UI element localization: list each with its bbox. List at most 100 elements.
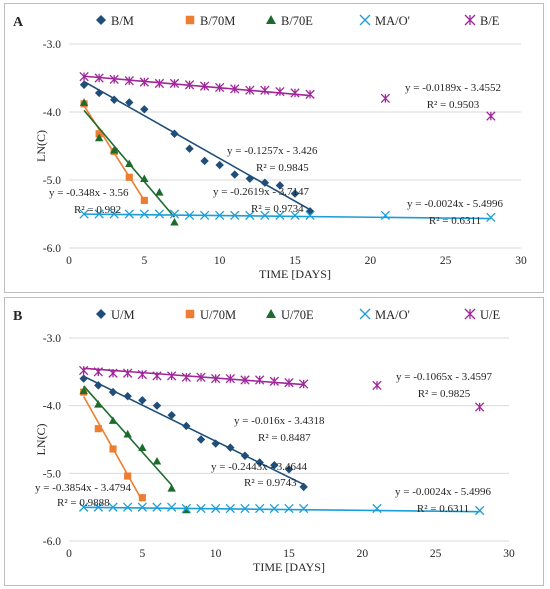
data-point xyxy=(167,410,176,420)
data-point xyxy=(93,367,103,377)
data-point xyxy=(275,86,285,97)
data-point xyxy=(255,375,265,385)
data-point xyxy=(152,371,162,381)
data-point xyxy=(275,210,285,221)
y-axis-title: LN(C) xyxy=(34,130,48,162)
legend-label: B/70E xyxy=(281,14,313,28)
legend-marker-diamond xyxy=(96,309,106,319)
trend-equation: y = -0.016x - 3.4318 xyxy=(234,415,325,427)
data-point xyxy=(200,156,209,166)
y-tick-label: -3.0 xyxy=(43,333,61,345)
y-axis-title: LN(C) xyxy=(34,424,48,456)
trendline xyxy=(83,75,311,97)
legend-marker-triangle xyxy=(266,15,276,24)
x-tick-label: 5 xyxy=(141,255,147,267)
data-point xyxy=(155,188,164,196)
data-point xyxy=(79,71,89,82)
legend-marker-square xyxy=(185,15,195,25)
data-point xyxy=(211,439,220,448)
data-point xyxy=(185,144,194,153)
data-point xyxy=(380,93,391,104)
x-tick-label: 15 xyxy=(289,255,301,267)
data-point xyxy=(152,502,162,512)
legend-label: MA/O' xyxy=(375,308,410,322)
data-point xyxy=(123,391,132,401)
x-axis-title: TIME [DAYS] xyxy=(253,560,325,574)
data-point xyxy=(154,209,165,219)
data-point xyxy=(211,503,221,514)
data-point xyxy=(305,89,315,99)
data-point xyxy=(240,503,250,514)
x-tick-label: 10 xyxy=(214,255,226,267)
data-point xyxy=(260,178,270,187)
data-point xyxy=(140,196,148,204)
data-point xyxy=(184,210,195,221)
data-point xyxy=(140,105,149,114)
data-point xyxy=(215,82,225,93)
data-point xyxy=(372,503,382,514)
data-point xyxy=(94,133,104,142)
data-point xyxy=(230,84,240,94)
series-MA/O' xyxy=(79,209,496,223)
data-point xyxy=(486,111,496,121)
legend-marker-star xyxy=(464,308,476,320)
trend-r-squared: R² = 0.9503 xyxy=(427,99,480,111)
data-point xyxy=(154,78,165,89)
x-tick-label: 30 xyxy=(503,548,515,560)
data-point xyxy=(123,429,132,438)
data-point xyxy=(94,425,102,433)
data-point xyxy=(110,145,119,154)
data-point xyxy=(181,503,191,514)
trend-equation: y = -0.1065x - 3.4597 xyxy=(396,371,493,383)
data-point xyxy=(225,373,235,384)
data-point xyxy=(109,74,119,85)
chart-panel-a: A -3.0 -4.0 -5.0 -6.0 0 5 10 15 20 25 30 TIME [DAYS]… xyxy=(4,3,544,293)
legend-label: B/E xyxy=(480,14,500,28)
legend-label: MA/O' xyxy=(375,14,410,28)
x-axis-title: TIME [DAYS] xyxy=(259,267,331,281)
trend-equation: y = -0.0189x - 3.4552 xyxy=(405,82,501,94)
trendline xyxy=(83,506,480,513)
data-point xyxy=(245,85,255,95)
data-point xyxy=(211,373,221,384)
data-point xyxy=(372,380,382,391)
data-point xyxy=(245,174,254,183)
data-point xyxy=(275,181,285,190)
trend-r-squared: R² = 0.6311 xyxy=(429,215,481,227)
legend-marker-x xyxy=(359,308,371,320)
data-point xyxy=(124,209,134,219)
trendline xyxy=(83,367,304,386)
legend-label: U/70M xyxy=(200,308,236,322)
data-point xyxy=(139,209,149,219)
data-point xyxy=(167,502,177,512)
data-point xyxy=(79,365,89,376)
data-point xyxy=(108,368,118,378)
data-point xyxy=(184,80,195,90)
data-point xyxy=(284,465,294,474)
data-point xyxy=(94,73,104,83)
legend-label: U/M xyxy=(111,308,135,322)
x-tick-label: 0 xyxy=(66,255,72,267)
trend-r-squared: R² = 0.992 xyxy=(74,204,121,216)
legend-marker-square xyxy=(185,309,195,319)
data-point xyxy=(299,482,308,492)
data-point xyxy=(138,396,147,405)
data-point xyxy=(230,170,239,179)
data-point xyxy=(305,210,315,221)
data-point xyxy=(170,217,179,226)
x-tick-label: 20 xyxy=(365,255,377,267)
data-point xyxy=(240,451,250,460)
data-point xyxy=(137,369,147,380)
trend-r-squared: R² = 0.9845 xyxy=(256,162,309,174)
panel-label: A xyxy=(13,15,24,30)
data-point xyxy=(226,443,235,452)
data-point xyxy=(245,210,255,221)
data-point xyxy=(299,503,309,514)
data-point xyxy=(79,209,89,219)
data-point xyxy=(284,378,294,388)
data-point xyxy=(169,78,180,89)
x-tick-label: 5 xyxy=(139,548,145,560)
trend-r-squared: R² = 0.8487 xyxy=(258,432,311,444)
series-B/E xyxy=(79,71,496,121)
data-point xyxy=(125,173,133,181)
